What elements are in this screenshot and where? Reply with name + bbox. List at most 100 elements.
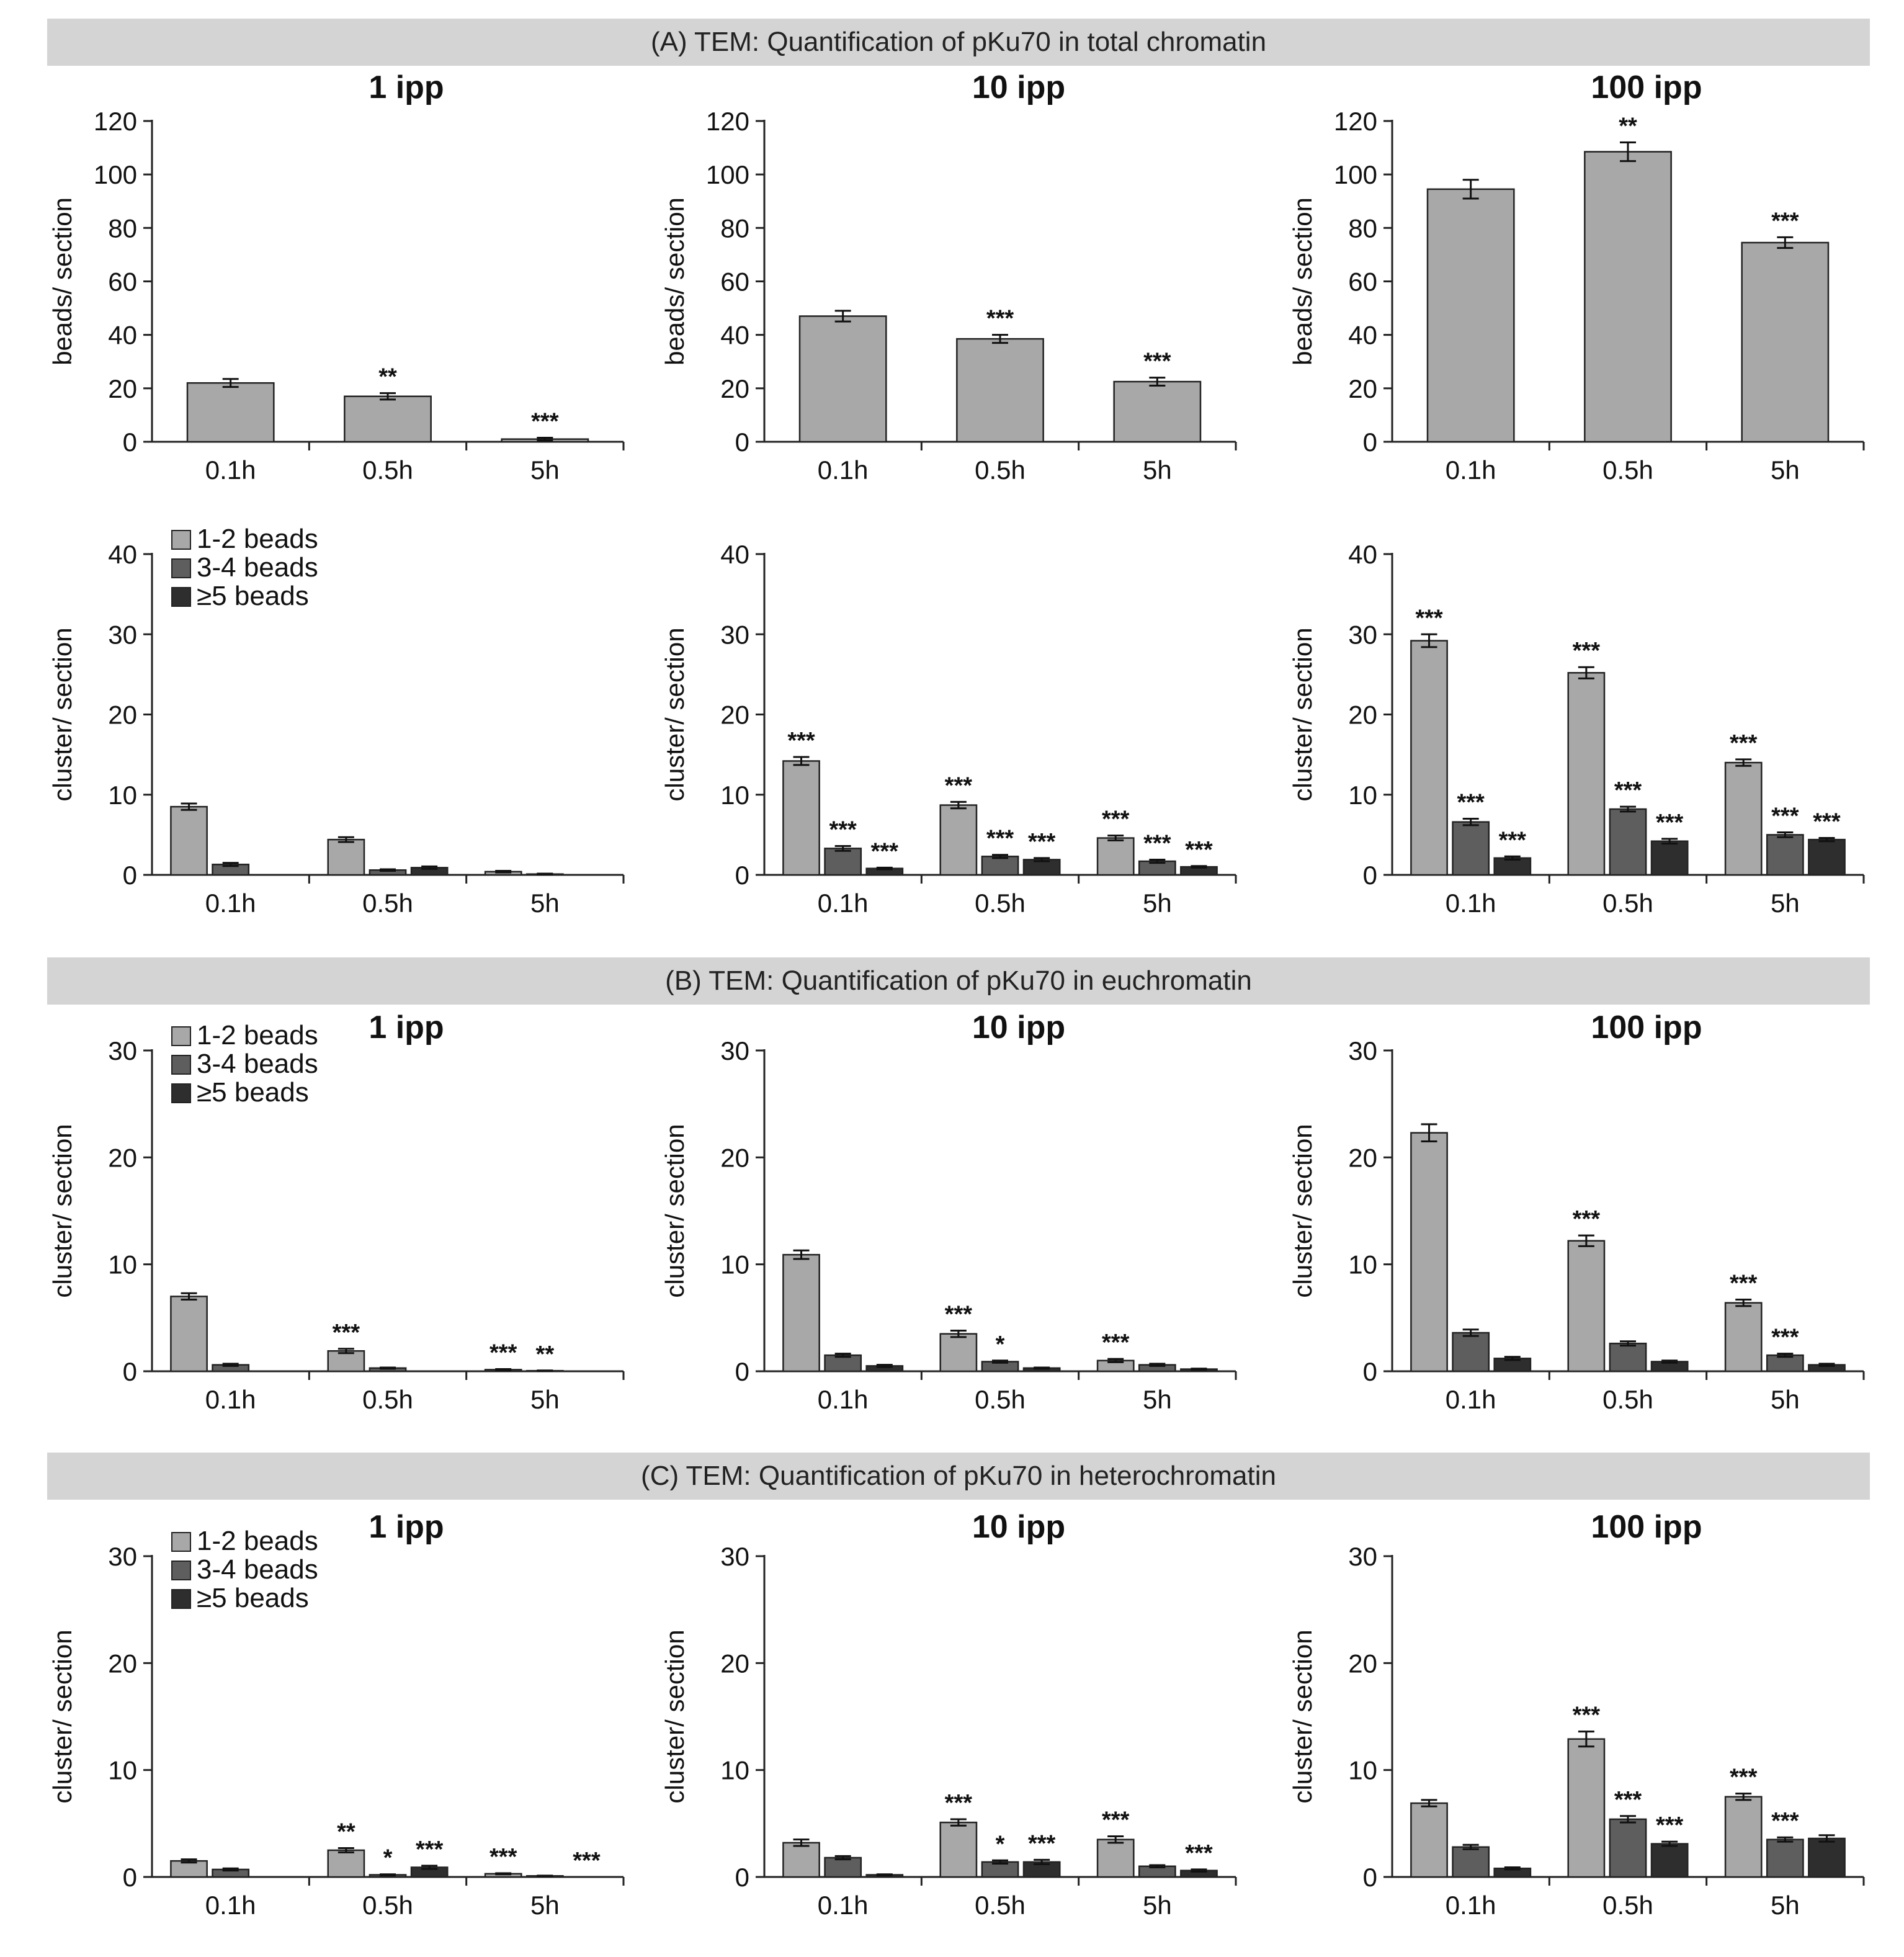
y-tick-label: 20 <box>720 1143 749 1172</box>
significance-label: *** <box>489 1340 517 1366</box>
x-tick-label: 0.5h <box>362 1891 413 1920</box>
y-axis-label: cluster/ section <box>1288 627 1317 801</box>
significance-label: *** <box>1656 810 1684 836</box>
x-tick-label: 0.1h <box>818 1385 869 1414</box>
bar <box>1609 1342 1647 1373</box>
chart-title: 100 ipp <box>1591 1509 1702 1545</box>
x-tick-label: 0.5h <box>975 455 1026 485</box>
y-tick-label: 20 <box>720 701 749 730</box>
significance-label: *** <box>1614 777 1642 804</box>
chart-C-cluster-10ipp: 10 ipp 0 10 20 30 cluster/ section 0.1h 0.5h 5h *… <box>660 1509 1237 1920</box>
significance-label: *** <box>1813 809 1841 835</box>
significance-label: *** <box>1614 1787 1642 1813</box>
x-tick-label: 5h <box>1771 1385 1800 1414</box>
legend-label: ≥5 beads <box>197 1583 309 1613</box>
chart-title: 1 ipp <box>369 1509 444 1545</box>
chart-B-cluster-10ipp: 10 ipp 0 10 20 30 cluster/ section 0.1h 0.5h 5h *… <box>660 1010 1237 1414</box>
chart-A-cluster-10ipp: 0 10 20 30 40 cluster/ section 0.1h 0.5h 5h *** **… <box>660 540 1237 918</box>
legend-label: 1-2 beads <box>197 1526 318 1556</box>
significance-label: *** <box>986 306 1014 332</box>
legend-swatch <box>171 1026 191 1046</box>
y-tick-label: 20 <box>108 374 137 403</box>
chart-title: 1 ipp <box>369 69 444 105</box>
bar <box>1567 672 1606 876</box>
significance-label: *** <box>1730 1765 1758 1791</box>
bar <box>1741 241 1830 443</box>
y-tick-label: 10 <box>1348 1250 1377 1279</box>
significance-label: *** <box>1102 807 1130 833</box>
bar <box>1426 188 1515 443</box>
chart-title: 10 ipp <box>972 1509 1065 1545</box>
significance-label: * <box>996 1831 1005 1857</box>
x-tick-label: 0.1h <box>205 455 256 485</box>
significance-label: *** <box>1573 1206 1601 1232</box>
x-tick-label: 5h <box>1771 1891 1800 1920</box>
y-axis-label: beads/ section <box>660 197 689 365</box>
significance-label: * <box>383 1845 393 1871</box>
legend-swatch <box>171 1532 191 1552</box>
significance-label: *** <box>1185 837 1213 863</box>
y-tick-label: 10 <box>1348 781 1377 810</box>
y-axis-label: cluster/ section <box>1288 1629 1317 1803</box>
legend-label: 3-4 beads <box>197 1049 318 1079</box>
y-tick-label: 10 <box>108 1756 137 1785</box>
bar <box>1724 761 1763 876</box>
x-tick-label: 0.5h <box>362 1385 413 1414</box>
bar <box>782 760 820 876</box>
y-tick-label: 0 <box>1363 428 1377 457</box>
legend-swatch <box>171 1083 191 1103</box>
x-tick-label: 5h <box>1143 889 1172 918</box>
bar <box>1609 1818 1647 1878</box>
bar <box>1567 1738 1606 1878</box>
bar <box>1584 151 1672 443</box>
bar <box>824 1856 862 1878</box>
significance-label: *** <box>1143 349 1171 375</box>
y-axis-label: beads/ section <box>48 197 77 365</box>
y-tick-label: 0 <box>123 861 137 890</box>
y-tick-label: 30 <box>108 620 137 649</box>
y-tick-label: 0 <box>735 1357 749 1386</box>
chart-B-cluster-1ipp: 1 ipp 0 10 20 30 cluster/ section 0.1h 0.5h 5h **… <box>48 1010 625 1414</box>
chart-title: 10 ipp <box>972 1010 1065 1046</box>
y-tick-label: 80 <box>720 213 749 243</box>
legend-swatch <box>171 1055 191 1075</box>
y-axis-label: beads/ section <box>1288 197 1317 365</box>
x-tick-label: 5h <box>1143 1891 1172 1920</box>
bar <box>1650 840 1689 876</box>
y-tick-label: 60 <box>108 267 137 297</box>
bar <box>1410 1132 1448 1373</box>
significance-label: *** <box>986 826 1014 852</box>
section-a-title: (A) TEM: Quantification of pKu70 in tota… <box>47 19 1870 66</box>
bar <box>1096 837 1135 876</box>
chart-title: 1 ipp <box>369 1010 444 1046</box>
y-tick-label: 0 <box>735 428 749 457</box>
y-tick-label: 10 <box>720 781 749 810</box>
x-tick-label: 0.5h <box>1602 1891 1653 1920</box>
x-tick-label: 0.5h <box>975 1891 1026 1920</box>
significance-label: *** <box>1028 829 1056 855</box>
chart-title: 100 ipp <box>1591 1010 1702 1046</box>
significance-label: *** <box>1771 1325 1799 1351</box>
x-tick-label: 5h <box>1143 455 1172 485</box>
significance-label: *** <box>1730 1271 1758 1297</box>
x-tick-label: 0.5h <box>362 889 413 918</box>
significance-label: *** <box>1143 830 1171 856</box>
y-tick-label: 30 <box>1348 1542 1377 1571</box>
bar <box>782 1842 820 1878</box>
significance-label: *** <box>871 838 899 864</box>
y-axis-label: cluster/ section <box>660 627 689 801</box>
bar <box>170 1296 208 1373</box>
y-tick-label: 30 <box>720 620 749 649</box>
y-tick-label: 0 <box>1363 1863 1377 1892</box>
significance-label: *** <box>829 817 857 843</box>
y-tick-label: 0 <box>123 428 137 457</box>
y-tick-label: 0 <box>735 1863 749 1892</box>
significance-label: *** <box>1457 790 1485 816</box>
bar <box>782 1253 820 1373</box>
bar <box>1493 857 1532 876</box>
x-tick-label: 0.5h <box>1602 889 1653 918</box>
y-axis-label: cluster/ section <box>660 1629 689 1803</box>
y-tick-label: 120 <box>1334 107 1377 136</box>
x-tick-label: 0.1h <box>1446 889 1496 918</box>
